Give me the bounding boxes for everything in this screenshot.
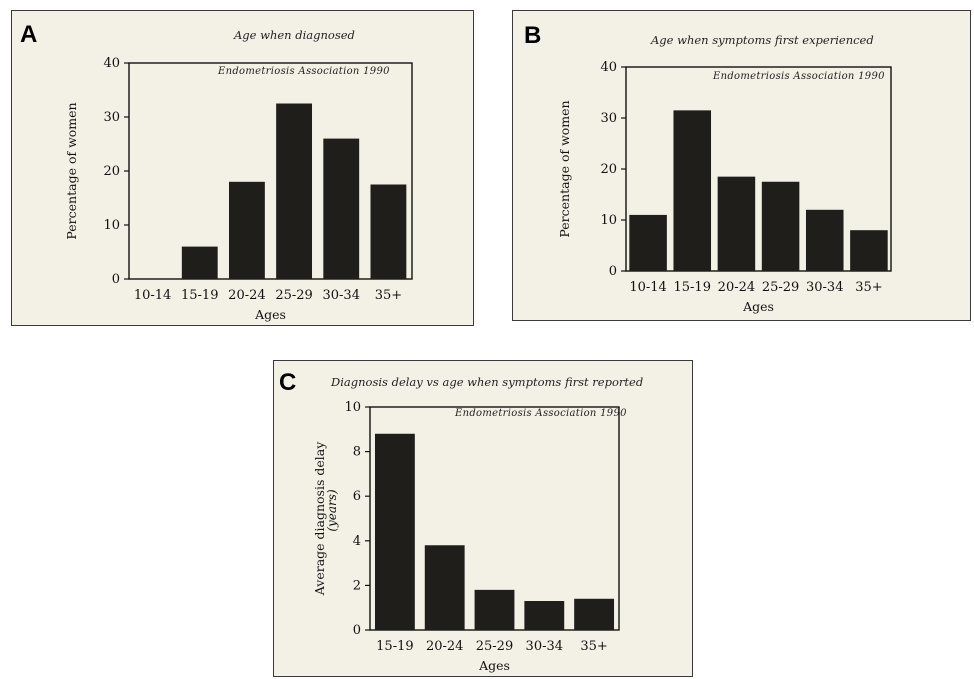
bar-30-34 — [323, 138, 360, 279]
panel-label-c: C — [279, 369, 297, 396]
x-axis-label: Ages — [254, 307, 286, 322]
chart-title-b: Age when symptoms first experienced — [651, 33, 874, 47]
x-tick-label: 30-34 — [323, 288, 360, 303]
panel-label-b: B — [524, 22, 542, 49]
y-tick-label: 40 — [103, 56, 120, 71]
x-axis-label: Ages — [742, 299, 774, 314]
plot-frame — [128, 62, 413, 280]
y-tick-label: 10 — [103, 218, 120, 233]
y-tick-label: 20 — [600, 162, 617, 177]
y-tick-label: 40 — [600, 60, 617, 75]
x-tick-label: 20-24 — [426, 639, 463, 654]
x-tick-label: 10-14 — [134, 288, 171, 303]
y-tick-label: 6 — [353, 489, 361, 504]
y-tick-label: 20 — [103, 164, 120, 179]
chart-title-a: Age when diagnosed — [234, 28, 355, 42]
bar-35+ — [850, 230, 888, 271]
x-axis-label: Ages — [478, 658, 510, 673]
bar-20-24 — [424, 545, 465, 630]
x-tick-label: 25-29 — [762, 280, 799, 295]
bar-chart-b: 0 10 20 30 40 10-14 15-19 20-24 25-29 30-34 35+ Age… — [557, 60, 892, 314]
y-tick-label: 0 — [609, 264, 617, 279]
y-axis-label: Percentage of women — [557, 100, 572, 237]
y-tick-label: 2 — [353, 578, 361, 593]
bar-25-29 — [474, 589, 515, 630]
chart-panel-b: 0 10 20 30 40 10-14 15-19 20-24 25-29 30-34 35+ Age… — [512, 10, 971, 321]
source-note-a: Endometriosis Association 1990 — [218, 66, 390, 77]
y-tick-label: 10 — [344, 400, 361, 415]
panel-label-a: A — [20, 21, 38, 48]
bar-30-34 — [524, 601, 565, 630]
y-tick-label: 10 — [600, 213, 617, 228]
chart-panel-c: 0 2 4 6 8 10 15-19 20-24 25-29 30-34 35+ Ages Averag… — [273, 360, 693, 677]
y-tick-label: 4 — [353, 534, 361, 549]
bar-25-29 — [761, 181, 800, 271]
y-tick-label: 30 — [600, 111, 617, 126]
x-tick-label: 15-19 — [376, 639, 413, 654]
chart-title-c: Diagnosis delay vs age when symptoms fir… — [331, 375, 644, 389]
x-tick-label: 20-24 — [228, 288, 265, 303]
x-tick-label: 25-29 — [476, 639, 513, 654]
bar-15-19 — [181, 246, 218, 279]
bar-15-19 — [673, 110, 712, 271]
source-note-b: Endometriosis Association 1990 — [713, 71, 885, 82]
y-tick-label: 0 — [112, 272, 120, 287]
x-tick-label: 30-34 — [806, 280, 843, 295]
bar-10-14 — [629, 214, 667, 271]
x-tick-label: 35+ — [855, 280, 882, 295]
y-axis-label: Percentage of women — [64, 102, 79, 239]
bar-20-24 — [228, 181, 265, 279]
y-axis-label-units: (years) — [325, 489, 339, 532]
y-tick-label: 0 — [353, 623, 361, 638]
bar-chart-a: 0 10 20 30 40 10-14 15-19 20-24 25-29 30-34 35+ Age… — [64, 56, 413, 322]
y-tick-label: 8 — [353, 445, 361, 460]
bar-15-19 — [374, 433, 415, 630]
bar-20-24 — [717, 176, 756, 271]
chart-panel-a: 0 10 20 30 40 10-14 15-19 20-24 25-29 30-34 35+ Age… — [11, 10, 474, 326]
source-note-c: Endometriosis Association 1990 — [455, 408, 627, 419]
bar-25-29 — [276, 103, 313, 279]
bar-30-34 — [805, 209, 844, 271]
y-axis-label: Average diagnosis delay — [312, 441, 327, 596]
x-tick-label: 35+ — [580, 639, 607, 654]
x-tick-label: 30-34 — [526, 639, 563, 654]
x-tick-label: 35+ — [375, 288, 402, 303]
x-tick-label: 10-14 — [629, 280, 666, 295]
x-tick-label: 15-19 — [674, 280, 711, 295]
bar-35+ — [370, 184, 407, 279]
x-tick-label: 20-24 — [718, 280, 755, 295]
x-tick-label: 15-19 — [181, 288, 218, 303]
bar-chart-c: 0 2 4 6 8 10 15-19 20-24 25-29 30-34 35+ Ages Averag… — [312, 400, 620, 673]
bar-35+ — [574, 598, 615, 630]
x-tick-label: 25-29 — [275, 288, 312, 303]
y-tick-label: 30 — [103, 110, 120, 125]
